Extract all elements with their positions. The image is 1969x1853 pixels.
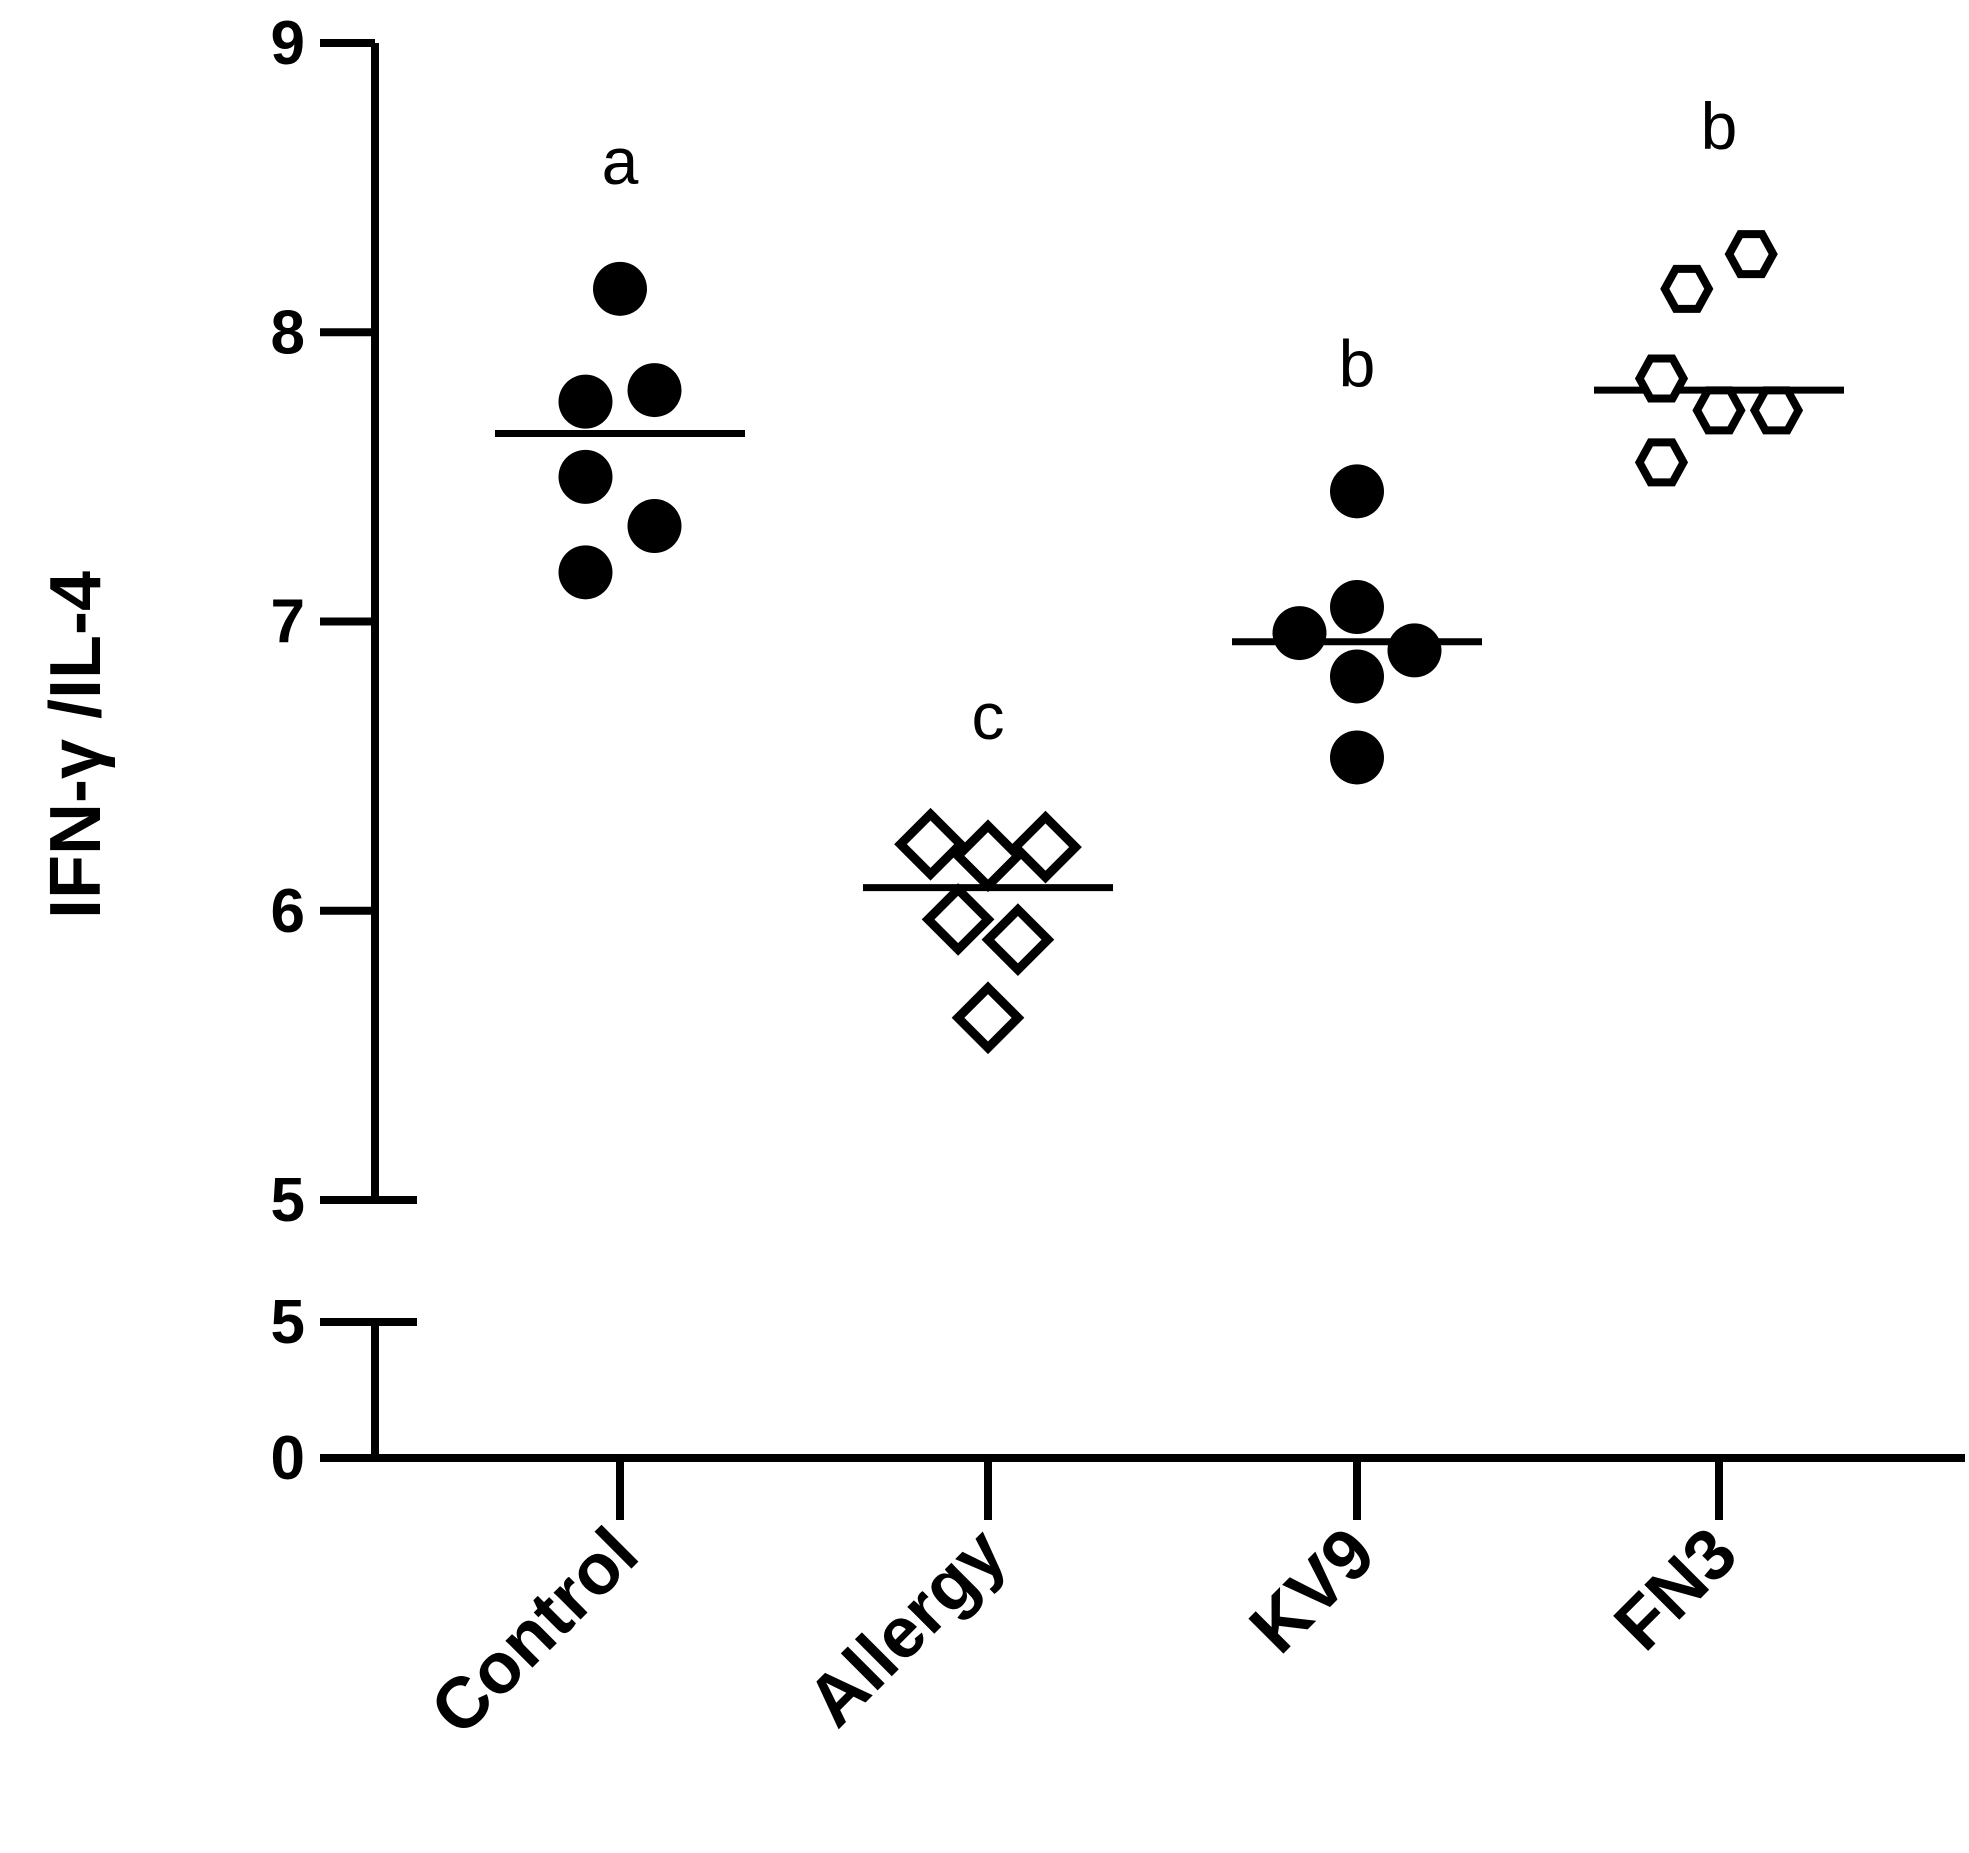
sig-letter-fn3: b xyxy=(1701,89,1738,163)
y-tick-label-lower-0: 0 xyxy=(271,1424,305,1493)
x-tick-label-fn3: FN3 xyxy=(1600,1513,1753,1666)
point-control-5 xyxy=(627,499,682,554)
point-control-4 xyxy=(558,449,613,504)
point-kv9-6 xyxy=(1330,730,1384,785)
y-tick-label-lower-5: 5 xyxy=(271,1288,305,1357)
x-tick-label-kv9: KV9 xyxy=(1235,1513,1391,1669)
point-control-2 xyxy=(558,374,613,429)
sig-letter-kv9: b xyxy=(1339,326,1376,400)
y-axis-title: IFN-γ /IL-4 xyxy=(36,571,116,919)
point-allergy-3 xyxy=(1009,810,1082,884)
sig-letter-allergy: c xyxy=(972,679,1005,753)
point-fn3-6 xyxy=(1634,438,1689,487)
point-kv9-1 xyxy=(1330,464,1384,519)
point-control-6 xyxy=(558,545,613,600)
point-control-1 xyxy=(593,261,647,316)
point-allergy-1 xyxy=(894,807,967,881)
point-kv9-2 xyxy=(1330,580,1384,635)
sig-letter-control: a xyxy=(602,124,639,198)
x-tick-label-control: Control xyxy=(416,1513,654,1751)
point-fn3-4 xyxy=(1692,386,1746,435)
y-tick-label-upper-5: 5 xyxy=(271,1166,305,1235)
labels: 5 6 7 8 9 0 5 Control Allergy KV9 FN3 a c b b xyxy=(271,9,1753,1750)
point-allergy-6 xyxy=(951,981,1025,1055)
axes xyxy=(320,39,1965,1520)
data-marks xyxy=(495,230,1844,1055)
point-fn3-1 xyxy=(1724,230,1778,279)
point-kv9-5 xyxy=(1330,649,1384,704)
y-tick-label-upper-8: 8 xyxy=(271,298,305,367)
point-allergy-5 xyxy=(981,903,1055,977)
point-fn3-3 xyxy=(1634,354,1689,403)
y-tick-label-upper-7: 7 xyxy=(271,588,305,657)
point-allergy-2 xyxy=(951,819,1025,893)
point-kv9-4 xyxy=(1387,623,1442,678)
point-fn3-2 xyxy=(1660,264,1714,313)
y-tick-label-upper-6: 6 xyxy=(271,877,305,946)
y-tick-label-upper-9: 9 xyxy=(271,9,305,78)
point-control-3 xyxy=(627,363,682,418)
point-fn3-5 xyxy=(1749,386,1804,435)
point-allergy-4 xyxy=(921,883,995,956)
x-tick-label-allergy: Allergy xyxy=(792,1513,1021,1742)
point-kv9-3 xyxy=(1272,606,1327,661)
